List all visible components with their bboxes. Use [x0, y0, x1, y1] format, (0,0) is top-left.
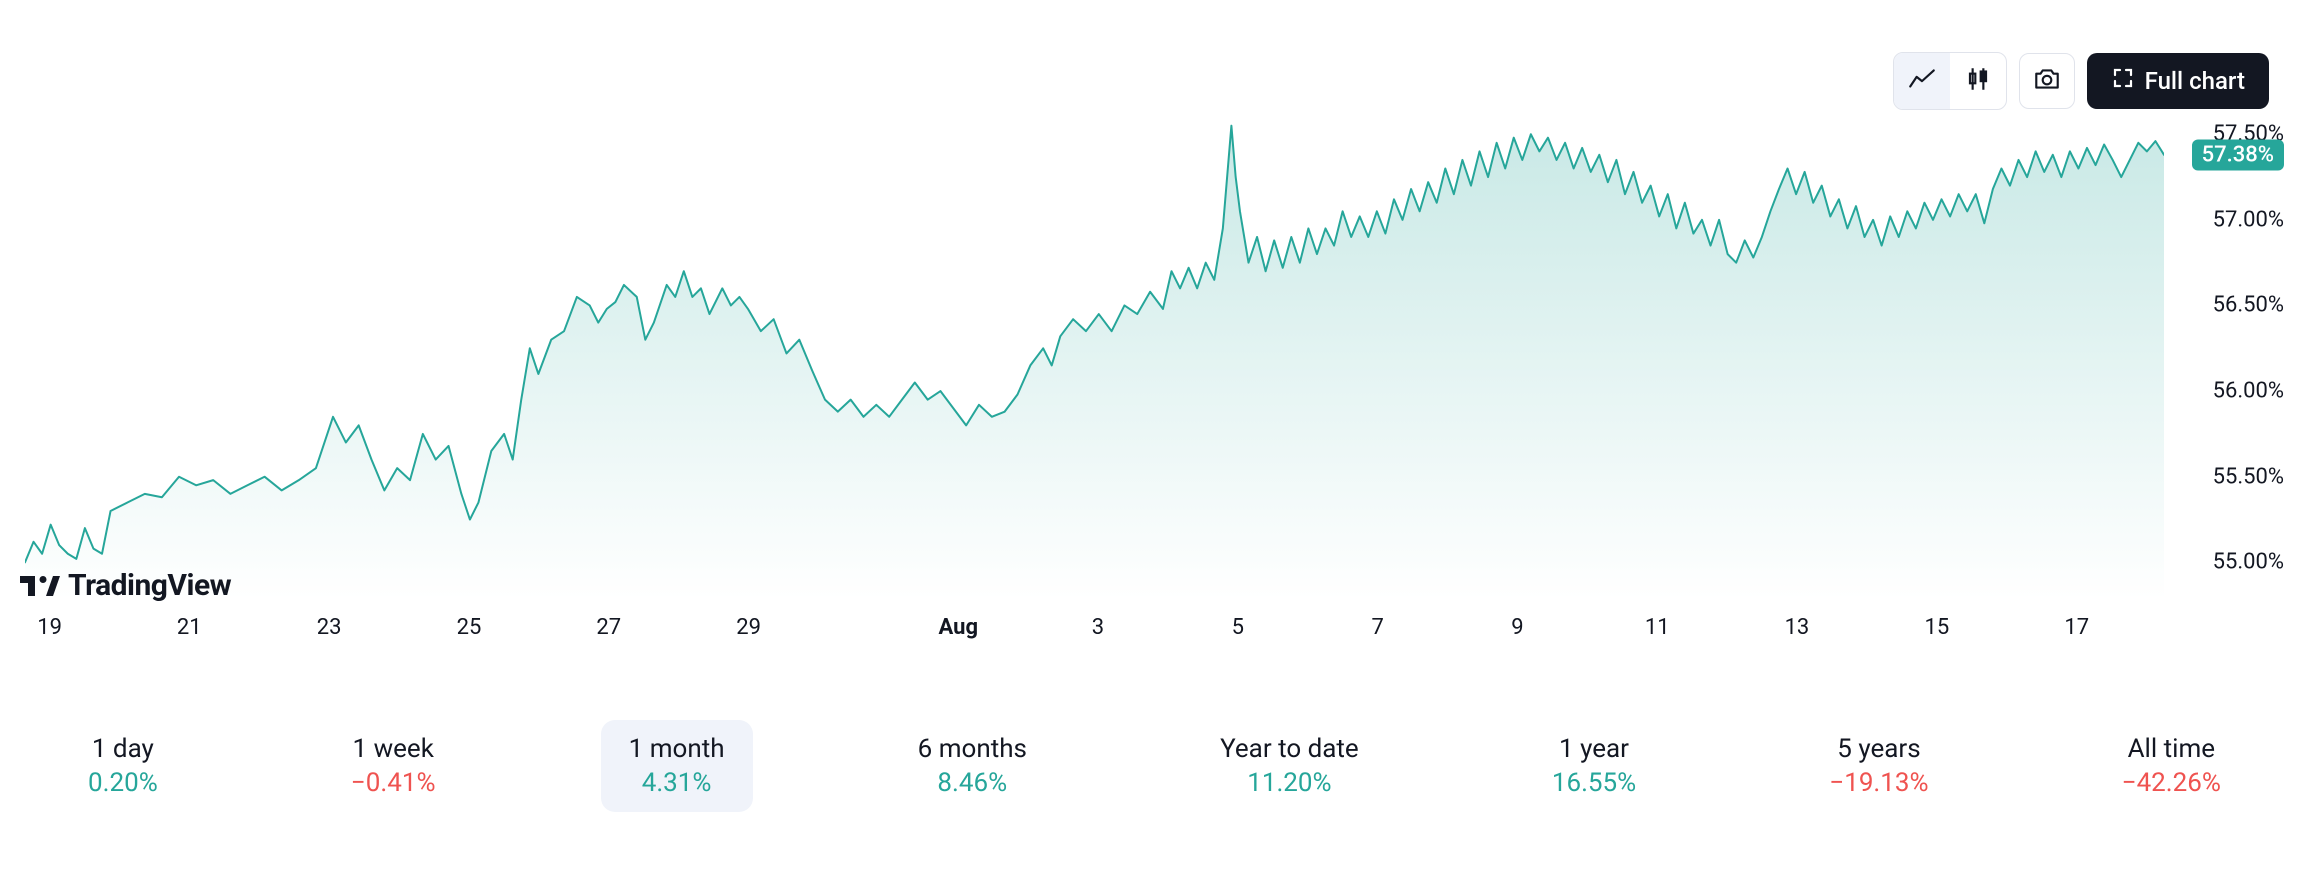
- price-chart[interactable]: 57.50%57.00%56.50%56.00%55.50%55.00%57.3…: [25, 100, 2284, 600]
- x-tick-label: 5: [1232, 615, 1244, 640]
- snapshot-button[interactable]: [2019, 53, 2075, 109]
- x-axis: 19 21 23 25 27 29 Aug 3 5 7 9 11 13 15 17: [25, 615, 2164, 655]
- y-tick-label: 56.50%: [2213, 293, 2284, 318]
- period-label: Year to date: [1220, 734, 1359, 764]
- full-chart-button[interactable]: Full chart: [2087, 53, 2269, 109]
- period-selector: 1 day 0.20% 1 week −0.41% 1 month 4.31% 6 mont…: [60, 720, 2249, 812]
- period-tab-all-time[interactable]: All time −42.26%: [2094, 720, 2249, 812]
- period-label: All time: [2128, 734, 2215, 764]
- tradingview-logo-icon: [20, 570, 60, 602]
- x-tick-label: Aug: [938, 615, 978, 640]
- x-tick-label: 17: [2064, 615, 2089, 640]
- period-value: 4.31%: [642, 768, 712, 798]
- candlestick-button[interactable]: [1950, 53, 2006, 109]
- full-chart-label: Full chart: [2145, 67, 2245, 95]
- period-label: 1 day: [92, 734, 154, 764]
- camera-icon: [2032, 64, 2062, 98]
- period-tab-1-year[interactable]: 1 year 16.55%: [1524, 720, 1664, 812]
- chart-type-group: [1893, 52, 2007, 110]
- period-label: 1 year: [1559, 734, 1629, 764]
- period-tab-year-to-date[interactable]: Year to date 11.20%: [1192, 720, 1387, 812]
- x-tick-label: 25: [457, 615, 482, 640]
- period-value: −19.13%: [1829, 768, 1928, 798]
- y-tick-label: 56.00%: [2213, 379, 2284, 404]
- period-tab-1-month[interactable]: 1 month 4.31%: [601, 720, 753, 812]
- y-tick-label: 55.50%: [2213, 464, 2284, 489]
- area-chart-icon: [1907, 64, 1937, 98]
- period-value: −42.26%: [2122, 768, 2221, 798]
- x-tick-label: 11: [1645, 615, 1670, 640]
- x-tick-label: 7: [1372, 615, 1384, 640]
- period-tab-1-day[interactable]: 1 day 0.20%: [60, 720, 186, 812]
- x-tick-label: 19: [37, 615, 62, 640]
- x-tick-label: 27: [596, 615, 621, 640]
- x-tick-label: 23: [317, 615, 342, 640]
- x-tick-label: 9: [1511, 615, 1523, 640]
- chart-container: Full chart 57.50%57.00%56.50%56.00%55.50…: [0, 0, 2309, 884]
- period-tab-6-months[interactable]: 6 months 8.46%: [890, 720, 1055, 812]
- period-label: 1 week: [353, 734, 434, 764]
- x-tick-label: 29: [736, 615, 761, 640]
- period-label: 1 month: [629, 734, 725, 764]
- period-value: 16.55%: [1552, 768, 1636, 798]
- x-tick-label: 21: [177, 615, 202, 640]
- tradingview-watermark[interactable]: TradingView: [20, 568, 231, 603]
- area-chart-button[interactable]: [1894, 53, 1950, 109]
- period-tab-5-years[interactable]: 5 years −19.13%: [1801, 720, 1956, 812]
- period-value: 8.46%: [937, 768, 1007, 798]
- x-tick-label: 3: [1092, 615, 1104, 640]
- period-tab-1-week[interactable]: 1 week −0.41%: [323, 720, 464, 812]
- x-tick-label: 13: [1785, 615, 1810, 640]
- plot-region: [25, 100, 2164, 600]
- y-tick-label: 57.00%: [2213, 207, 2284, 232]
- period-value: −0.41%: [351, 768, 436, 798]
- candlestick-icon: [1963, 64, 1993, 98]
- expand-icon: [2111, 66, 2135, 96]
- x-tick-label: 15: [1924, 615, 1949, 640]
- period-label: 6 months: [918, 734, 1027, 764]
- chart-toolbar: Full chart: [1893, 52, 2269, 110]
- last-price-badge: 57.38%: [2192, 139, 2284, 170]
- watermark-text: TradingView: [68, 568, 231, 603]
- area-chart-svg: [25, 100, 2164, 600]
- period-value: 11.20%: [1247, 768, 1331, 798]
- period-value: 0.20%: [88, 768, 158, 798]
- y-axis: 57.50%57.00%56.50%56.00%55.50%55.00%57.3…: [2164, 100, 2284, 600]
- period-label: 5 years: [1837, 734, 1920, 764]
- y-tick-label: 55.00%: [2213, 550, 2284, 575]
